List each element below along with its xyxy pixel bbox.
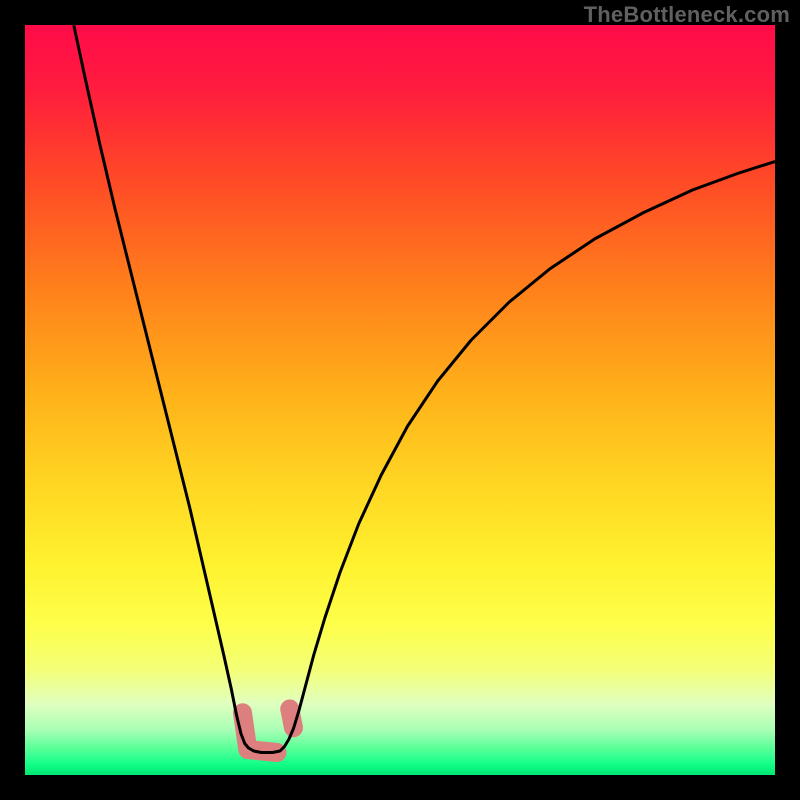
highlight-mark [290,709,294,728]
chart-frame: TheBottleneck.com [0,0,800,800]
plot-area [25,25,775,775]
chart-svg [25,25,775,775]
chart-background [25,25,775,775]
